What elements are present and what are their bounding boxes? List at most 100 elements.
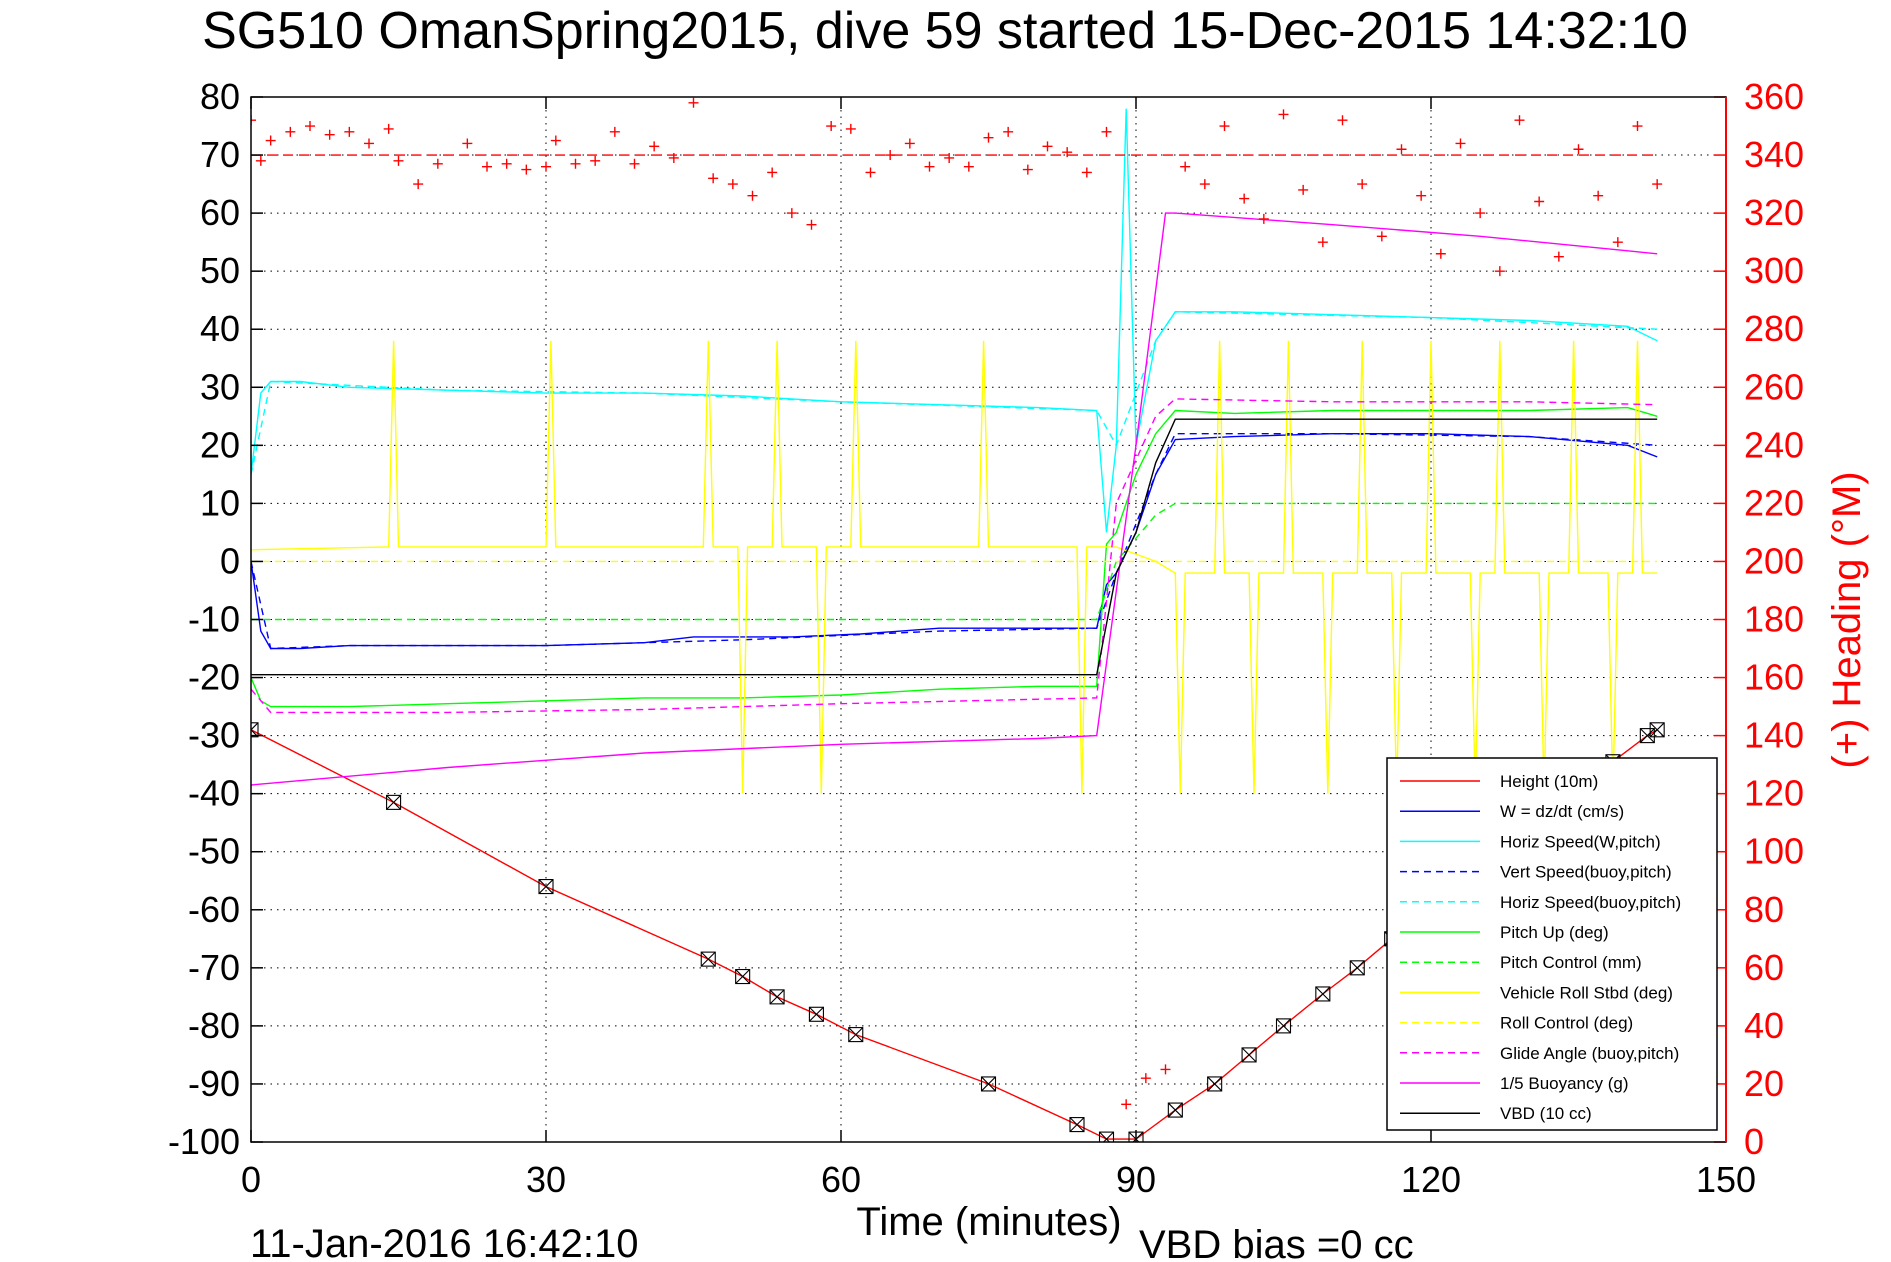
heading-point [1258, 213, 1269, 224]
height-marker [980, 1076, 997, 1092]
footer-vbd-bias: VBD bias =0 cc [1139, 1223, 1414, 1262]
heading-point [983, 132, 994, 143]
heading-point [1357, 179, 1368, 190]
heading-point [1593, 190, 1604, 201]
heading-point [1160, 1064, 1171, 1075]
y2-tick-label: 60 [1744, 947, 1784, 988]
y2-tick-label: 140 [1744, 715, 1804, 756]
heading-point [1239, 193, 1250, 204]
heading-point [963, 161, 974, 172]
height-marker [1349, 960, 1365, 976]
heading-point [590, 155, 601, 166]
legend-entry-label: Horiz Speed(W,pitch) [1500, 832, 1661, 851]
heading-point [1573, 144, 1584, 155]
heading-point [1022, 164, 1033, 175]
heading-point [688, 97, 699, 108]
heading-point [1317, 237, 1328, 248]
height-marker [1241, 1047, 1257, 1063]
height-marker [808, 1006, 824, 1022]
x-tick-label: 0 [241, 1159, 261, 1200]
legend-entry-label: Pitch Control (mm) [1500, 953, 1642, 972]
y2-tick-label: 280 [1744, 308, 1804, 349]
y2-axis-label: (+) Heading (°M) [1825, 471, 1869, 768]
heading-point [501, 158, 512, 169]
heading-point [944, 152, 955, 163]
y2-tick-label: 120 [1744, 773, 1804, 814]
heading-point [432, 158, 443, 169]
height-marker [1098, 1131, 1115, 1142]
heading-point [1514, 115, 1525, 126]
heading-point [1337, 115, 1348, 126]
heading-point [1042, 141, 1053, 152]
heading-point [1081, 167, 1092, 178]
series-line [251, 398, 1658, 714]
series-line [251, 433, 1658, 650]
height-marker [735, 968, 751, 985]
height-marker [1315, 986, 1331, 1002]
heading-point [413, 179, 424, 190]
heading-point [885, 150, 896, 161]
legend-entry-label: Pitch Up (deg) [1500, 923, 1609, 942]
x-tick-label: 150 [1696, 1159, 1756, 1200]
y-tick-label: 70 [200, 134, 240, 175]
heading-point [1180, 161, 1191, 172]
heading-point [251, 115, 256, 126]
y-tick-label: -50 [188, 831, 240, 872]
x-tick-label: 60 [821, 1159, 861, 1200]
height-marker [769, 989, 785, 1005]
y-tick-label: -90 [188, 1063, 240, 1104]
heading-point [1062, 147, 1073, 158]
legend-entry-label: Roll Control (deg) [1500, 1014, 1633, 1033]
heading-point [255, 155, 266, 166]
y-tick-label: 0 [220, 540, 240, 581]
heading-point [1140, 1073, 1151, 1084]
heading-point [1455, 138, 1466, 149]
y-tick-label: 80 [200, 76, 240, 117]
heading-layer [251, 97, 1663, 1110]
legend-entry-label: Height (10m) [1500, 772, 1598, 791]
legend-entry-label: VBD (10 cc) [1500, 1104, 1592, 1123]
height-marker [386, 794, 402, 810]
legend-entry-label: W = dz/dt (cm/s) [1500, 802, 1624, 821]
y-tick-label: 10 [200, 482, 240, 523]
axes-layer: 0 30 60 90 120 150-100-90-80-70-60-50-40-30-2… [168, 76, 1804, 1200]
heading-point [1553, 251, 1564, 262]
legend-items: Height (10m) W = dz/dt (cm/s) Horiz Speed(… [1400, 772, 1681, 1123]
heading-point [747, 190, 758, 201]
series-line [251, 502, 1658, 621]
heading-point [1298, 184, 1309, 195]
y-tick-label: -10 [188, 599, 240, 640]
heading-point [570, 158, 581, 169]
y2-tick-label: 40 [1744, 1005, 1784, 1046]
x-tick-label: 120 [1401, 1159, 1461, 1200]
heading-point [285, 126, 296, 137]
height-marker [700, 951, 716, 967]
heading-point [1632, 121, 1643, 132]
y2-tick-label: 160 [1744, 657, 1804, 698]
y2-tick-label: 360 [1744, 76, 1804, 117]
y2-tick-label: 20 [1744, 1063, 1784, 1104]
heading-point [344, 126, 355, 137]
legend-entry-label: Horiz Speed(buoy,pitch) [1500, 893, 1681, 912]
heading-point [521, 164, 532, 175]
height-marker [251, 722, 259, 738]
y-tick-label: 30 [200, 366, 240, 407]
heading-point [1121, 1099, 1132, 1110]
heading-point [806, 219, 817, 230]
legend-box [1386, 757, 1718, 1131]
series-line [251, 340, 1658, 794]
heading-point [609, 126, 620, 137]
heading-point [649, 141, 660, 152]
heading-point [482, 161, 492, 172]
y2-tick-label: 220 [1744, 482, 1804, 523]
heading-point [1534, 196, 1545, 207]
y2-tick-label: 100 [1744, 831, 1804, 872]
y-tick-label: -30 [188, 715, 240, 756]
heading-point [767, 167, 778, 178]
heading-point [364, 138, 374, 149]
heading-point [708, 173, 719, 184]
legend-entry-label: Vehicle Roll Stbd (deg) [1500, 983, 1673, 1002]
y-tick-label: 20 [200, 424, 240, 465]
